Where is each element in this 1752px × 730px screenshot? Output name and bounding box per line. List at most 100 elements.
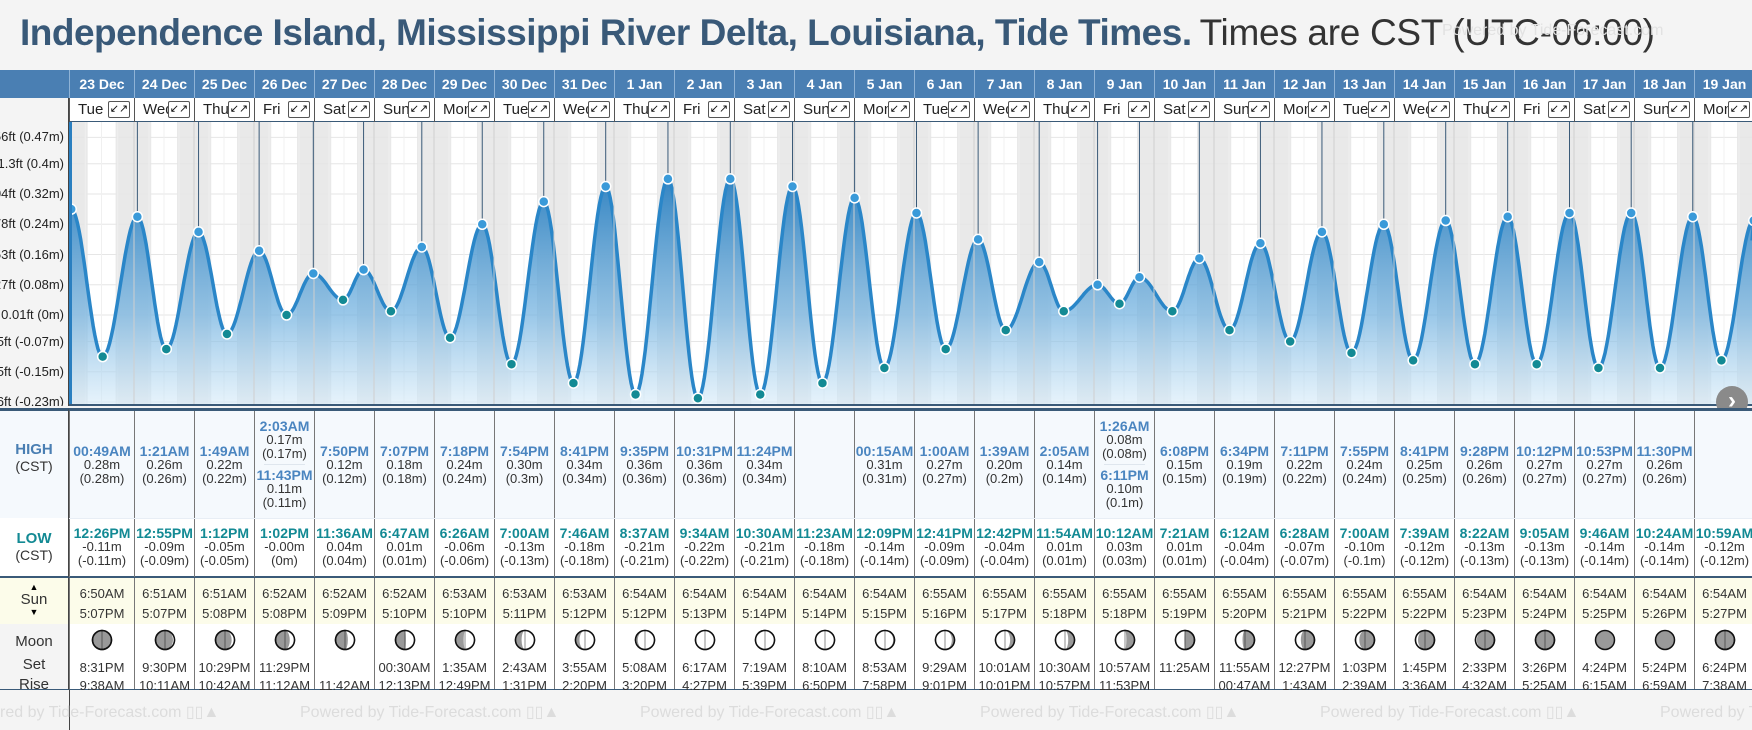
expand-day-button[interactable]: ↙↗ <box>588 101 610 118</box>
tide-height-alt: (0.22m) <box>202 470 247 486</box>
high-tide-point <box>972 233 984 246</box>
expand-day-button[interactable]: ↙↗ <box>1608 101 1630 118</box>
high-tide-point <box>910 207 923 219</box>
expand-day-button[interactable]: ↙↗ <box>1248 101 1270 118</box>
tide-entry: 10:31PM 0.36m (0.36m) <box>675 444 734 486</box>
tide-height: -0.14m <box>1644 539 1685 554</box>
tide-entry: 12:26PM -0.11m (-0.11m) <box>70 526 134 568</box>
tide-height-alt: (-0.1m) <box>1343 553 1386 568</box>
expand-day-button[interactable]: ↙↗ <box>1728 101 1750 118</box>
footer-watermark: Powered by Tide-Forecast.com ▯▯▲ <box>0 704 220 721</box>
expand-day-button[interactable]: ↙↗ <box>1068 101 1090 118</box>
expand-day-button[interactable]: ↙↗ <box>1188 101 1210 118</box>
moonset-time: 12:27PM <box>1278 660 1331 675</box>
high-label-text: HIGH <box>15 441 53 458</box>
high-tide-point <box>538 195 550 208</box>
weekday-row: Tue ↙↗ Wed ↙↗ Thu ↙↗ Fri ↙↗ Sat ↙↗ Sun ↙↗ Mon ↙↗ Tue ↙↗… <box>69 98 1752 122</box>
moon-cell: 5:24PM 6:59AM <box>1634 624 1694 693</box>
moon-cell: 9:30PM 10:11AM <box>134 624 194 693</box>
expand-day-button[interactable]: ↙↗ <box>828 101 850 118</box>
tide-entry: 11:23AM -0.18m (-0.18m) <box>795 526 854 568</box>
expand-day-button[interactable]: ↙↗ <box>1428 101 1450 118</box>
moonset-time: 00:30AM <box>378 660 431 675</box>
sun-cell: 6:55AM 5:17PM <box>974 578 1034 624</box>
weekday-cell: Sat ↙↗ <box>1574 98 1634 122</box>
sun-cell: 6:55AM 5:18PM <box>1034 578 1094 624</box>
high-tide-point <box>848 192 861 204</box>
expand-day-button[interactable]: ↙↗ <box>408 101 430 118</box>
expand-day-button[interactable]: ↙↗ <box>348 101 370 118</box>
tide-time: 6:28AM <box>1279 525 1330 541</box>
tide-time: 8:37AM <box>619 525 670 541</box>
moonrise-time: 6:50PM <box>802 678 847 693</box>
moonset-time: 7:19AM <box>742 660 787 675</box>
date-header: 9 Jan <box>1094 70 1154 98</box>
tide-entry: 8:41PM 0.34m (0.34m) <box>555 444 614 486</box>
sunrise-time: 6:52AM <box>262 586 307 601</box>
expand-day-button[interactable]: ↙↗ <box>288 101 310 118</box>
date-header: 30 Dec <box>494 70 554 98</box>
low-tide-point <box>629 388 642 401</box>
sun-cell: 6:51AM 5:08PM <box>194 578 254 624</box>
tide-height: 0.28m <box>83 456 121 472</box>
tide-height: 0.25m <box>1406 456 1443 472</box>
weekday-name: Fri <box>263 101 281 118</box>
weekday-cell: Tue ↙↗ <box>914 98 974 122</box>
sun-row: 6:50AM 5:07PM 6:51AM 5:07PM 6:51AM 5:08PM 6:52… <box>69 578 1752 624</box>
weekday-cell: Wed ↙↗ <box>974 98 1034 122</box>
sunset-time: 5:13PM <box>682 606 727 621</box>
tide-height: 0.27m <box>926 456 963 472</box>
weekday-name: Fri <box>683 101 701 118</box>
tide-time: 1:21AM <box>139 442 190 459</box>
sunset-time: 5:18PM <box>1042 606 1087 621</box>
weekday-name: Sat <box>743 101 766 118</box>
expand-day-button[interactable]: ↙↗ <box>768 101 790 118</box>
expand-day-button[interactable]: ↙↗ <box>1128 101 1150 118</box>
page-title: Independence Island, Mississippi River D… <box>20 12 1655 62</box>
date-header: 2 Jan <box>674 70 734 98</box>
sun-cell: 6:51AM 5:07PM <box>134 578 194 624</box>
expand-day-button[interactable]: ↙↗ <box>1488 101 1510 118</box>
low-tide-point <box>1345 347 1358 359</box>
tide-height-alt: (-0.07m) <box>1279 553 1330 568</box>
tide-time: 10:12AM <box>1095 525 1154 541</box>
expand-day-button[interactable]: ↙↗ <box>1668 101 1690 118</box>
tide-height: 0.04m <box>326 539 363 554</box>
tide-time: 11:43PM <box>256 467 313 483</box>
tide-height-alt: (-0.12m) <box>1699 553 1750 568</box>
tide-time: 9:05AM <box>1519 525 1570 541</box>
tide-height-alt: (-0.13m) <box>1519 553 1570 568</box>
expand-day-button[interactable]: ↙↗ <box>708 101 730 118</box>
weekday-cell: Sun ↙↗ <box>1214 98 1274 122</box>
tide-height-alt: (-0.04m) <box>1219 553 1270 568</box>
expand-day-button[interactable]: ↙↗ <box>1008 101 1030 118</box>
tide-time: 7:46AM <box>559 525 610 541</box>
expand-day-button[interactable]: ↙↗ <box>468 101 490 118</box>
expand-day-button[interactable]: ↙↗ <box>168 101 190 118</box>
expand-day-button[interactable]: ↙↗ <box>888 101 910 118</box>
expand-day-button[interactable]: ↙↗ <box>1548 101 1570 118</box>
high-tide-cell: 8:41PM 0.34m (0.34m) <box>554 411 614 518</box>
sun-cell: 6:54AM 5:14PM <box>794 578 854 624</box>
sunset-time: 5:14PM <box>802 606 847 621</box>
high-tide-cell: 8:41PM 0.25m (0.25m) <box>1394 411 1454 518</box>
expand-day-button[interactable]: ↙↗ <box>948 101 970 118</box>
sun-label: ▲ Sun ▼ <box>0 578 69 624</box>
tide-time: 1:02PM <box>259 525 310 541</box>
moon-phase-icon <box>1114 629 1135 651</box>
moonset-time: 8:31PM <box>79 660 125 675</box>
high-tide-cell: 1:00AM 0.27m (0.27m) <box>914 411 974 518</box>
expand-day-button[interactable]: ↙↗ <box>228 101 250 118</box>
high-tide-point <box>1254 237 1267 249</box>
weekday-cell: Thu ↙↗ <box>1034 98 1094 122</box>
expand-day-button[interactable]: ↙↗ <box>528 101 550 118</box>
expand-day-button[interactable]: ↙↗ <box>1368 101 1390 118</box>
expand-day-button[interactable]: ↙↗ <box>648 101 670 118</box>
low-label: LOW (CST) <box>0 518 69 578</box>
tide-separator <box>263 464 306 465</box>
tide-time: 00:15AM <box>855 442 914 459</box>
expand-day-button[interactable]: ↙↗ <box>108 101 130 118</box>
moon-phase-icon <box>814 629 835 651</box>
tide-time: 7:00AM <box>499 525 550 541</box>
expand-day-button[interactable]: ↙↗ <box>1308 101 1330 118</box>
